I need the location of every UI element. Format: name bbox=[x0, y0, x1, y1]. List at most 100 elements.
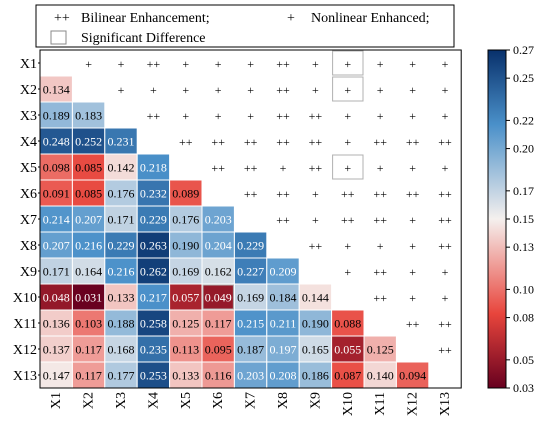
interaction-symbol: ++ bbox=[406, 135, 420, 149]
cell-value-label: 0.136 bbox=[43, 317, 70, 331]
heatmap-cell bbox=[266, 257, 300, 285]
colorbar-gradient bbox=[487, 49, 507, 389]
interaction-symbol: ++ bbox=[276, 213, 290, 227]
cell-value-label: 0.258 bbox=[140, 317, 167, 331]
interaction-symbol: ++ bbox=[211, 161, 225, 175]
heatmap-cell bbox=[298, 283, 333, 311]
cell-value-label: 0.176 bbox=[172, 213, 199, 227]
heatmap-cell bbox=[266, 283, 300, 311]
cell-value-label: 0.186 bbox=[302, 369, 329, 383]
heatmap-cell bbox=[104, 335, 138, 363]
y-tick-label: X8 bbox=[20, 239, 37, 254]
x-tick-label: X10 bbox=[341, 392, 356, 416]
interaction-symbol: + bbox=[118, 83, 125, 97]
cell-value-label: 0.215 bbox=[237, 317, 264, 331]
cell-value-label: 0.190 bbox=[302, 317, 329, 331]
heatmap-cell bbox=[233, 361, 268, 389]
x-tick-label: X13 bbox=[438, 392, 453, 416]
heatmap-cell bbox=[298, 361, 333, 389]
interaction-symbol: + bbox=[409, 161, 416, 175]
cell-value-label: 0.117 bbox=[75, 343, 102, 357]
cell-value-label: 0.088 bbox=[334, 317, 361, 331]
heatmap-cell bbox=[71, 309, 106, 337]
interaction-symbol: ++ bbox=[309, 239, 323, 253]
interaction-symbol: + bbox=[377, 109, 384, 123]
x-tick-label: X9 bbox=[308, 392, 323, 409]
cell-value-label: 0.262 bbox=[140, 265, 167, 279]
significant-difference-box bbox=[202, 284, 234, 310]
colorbar-tick-label: 0.27 bbox=[513, 43, 534, 57]
y-tick-label: X12 bbox=[13, 343, 37, 358]
cell-value-label: 0.218 bbox=[140, 161, 167, 175]
heatmap-cell bbox=[169, 361, 203, 389]
colorbar: 0.03 0.05 0.08 0.10 0.13 0.15 0.17 0.20 0.22 0.25… bbox=[487, 43, 534, 395]
interaction-symbol: + bbox=[344, 57, 351, 71]
heatmap-cell bbox=[136, 205, 171, 233]
cell-value-label: 0.253 bbox=[140, 369, 167, 383]
x-tick-label: X3 bbox=[114, 392, 129, 409]
interaction-symbol: + bbox=[344, 161, 351, 175]
interaction-symbol: + bbox=[344, 265, 351, 279]
cell-value-label: 0.048 bbox=[43, 291, 70, 305]
y-tick-label: X3 bbox=[20, 109, 37, 124]
heatmap-cell bbox=[363, 335, 397, 363]
interaction-symbol: + bbox=[409, 265, 416, 279]
cell-value-label: 0.165 bbox=[302, 343, 329, 357]
x-tick-label: X1 bbox=[49, 392, 64, 409]
cell-value-label: 0.133 bbox=[108, 291, 135, 305]
colorbar-tick-label: 0.10 bbox=[513, 282, 534, 296]
cell-value-label: 0.164 bbox=[75, 265, 102, 279]
interaction-symbol: ++ bbox=[179, 135, 193, 149]
x-tick-label: X4 bbox=[146, 392, 161, 409]
heatmap-cell bbox=[169, 283, 203, 311]
heatmap-cell bbox=[201, 205, 235, 233]
legend-frame bbox=[35, 4, 455, 48]
legend-symbol-bilinear: ++ bbox=[54, 11, 70, 26]
cell-value-label: 0.125 bbox=[172, 317, 199, 331]
interaction-symbol: + bbox=[442, 161, 449, 175]
heatmap-cell bbox=[169, 335, 203, 363]
interaction-symbol: ++ bbox=[276, 57, 290, 71]
cell-value-label: 0.091 bbox=[43, 187, 70, 201]
y-tick-label: X13 bbox=[13, 369, 37, 384]
interaction-symbol: + bbox=[247, 109, 254, 123]
cell-value-label: 0.189 bbox=[43, 109, 70, 123]
cell-value-label: 0.217 bbox=[140, 291, 167, 305]
legend-significant-box bbox=[50, 30, 67, 45]
interaction-symbol: ++ bbox=[438, 187, 452, 201]
cell-value-label: 0.177 bbox=[108, 369, 135, 383]
interaction-symbol: ++ bbox=[244, 135, 258, 149]
x-tick-label: X6 bbox=[211, 392, 226, 409]
interaction-symbol: + bbox=[442, 83, 449, 97]
colorbar-tick-label: 0.08 bbox=[513, 311, 534, 325]
cell-value-label: 0.183 bbox=[75, 109, 102, 123]
cell-value-label: 0.204 bbox=[205, 239, 232, 253]
cell-value-label: 0.229 bbox=[140, 213, 167, 227]
cell-value-label: 0.098 bbox=[43, 161, 70, 175]
colorbar-tick-label: 0.05 bbox=[513, 353, 534, 367]
heatmap-cell bbox=[331, 309, 365, 337]
interaction-symbol: + bbox=[182, 109, 189, 123]
cell-value-label: 0.214 bbox=[43, 213, 70, 227]
cell-value-label: 0.103 bbox=[75, 317, 102, 331]
interaction-symbol: + bbox=[377, 239, 384, 253]
legend: ++ Bilinear Enhancement; + Nonlinear Enh… bbox=[35, 4, 455, 48]
heatmap-cell bbox=[71, 361, 106, 389]
heatmap-cell bbox=[266, 335, 300, 363]
heatmap-cell bbox=[169, 231, 203, 259]
cell-value-label: 0.197 bbox=[270, 343, 297, 357]
heatmap-cell bbox=[39, 231, 73, 259]
y-tick-label: X7 bbox=[20, 213, 37, 228]
heatmap-cell bbox=[331, 335, 365, 363]
colorbar-tick-label: 0.15 bbox=[513, 212, 534, 226]
interaction-symbol: + bbox=[377, 57, 384, 71]
interaction-symbol: ++ bbox=[244, 187, 258, 201]
cell-value-label: 0.094 bbox=[399, 369, 426, 383]
interaction-symbol: ++ bbox=[373, 291, 387, 305]
cell-value-label: 0.208 bbox=[270, 369, 297, 383]
interaction-symbol: ++ bbox=[276, 83, 290, 97]
colorbar-tick-label: 0.03 bbox=[513, 381, 534, 395]
heatmap-cell bbox=[331, 361, 365, 389]
interaction-symbol: + bbox=[377, 161, 384, 175]
heatmap-cell bbox=[136, 309, 171, 337]
